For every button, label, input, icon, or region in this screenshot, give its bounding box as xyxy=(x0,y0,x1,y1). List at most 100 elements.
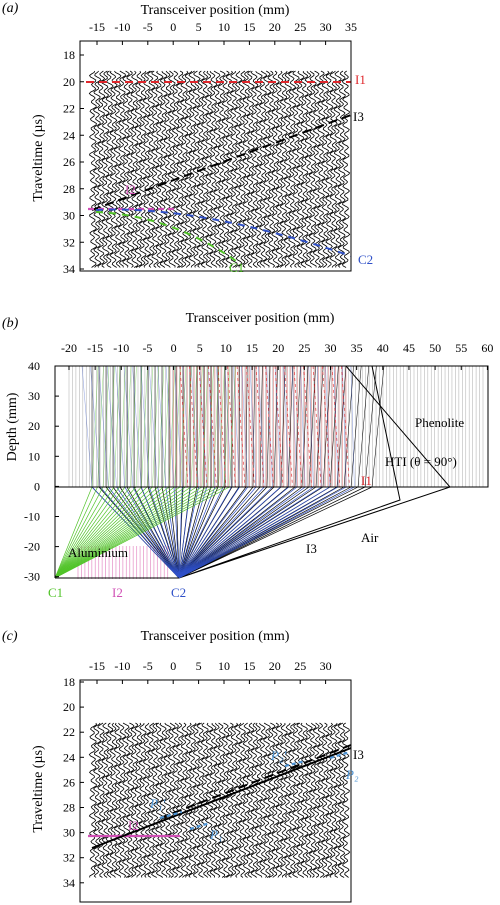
panel-b-C2-ray xyxy=(178,486,249,579)
panel-a-ytick-label: 24 xyxy=(63,128,75,142)
panel-a-trace xyxy=(283,70,293,268)
panel-c-trace xyxy=(333,722,342,878)
panel-a-trace xyxy=(321,70,330,268)
panel-b-I3-ray xyxy=(178,486,212,579)
panel-a-xtick-labels: -15 -10 -5 0 5 10 15 20 25 30 35 xyxy=(89,20,357,34)
panel-c-xtick-label: -10 xyxy=(114,659,130,673)
panel-a-trace xyxy=(204,70,214,268)
panel-b-I3-up-ray xyxy=(301,365,309,488)
panel-c-trace xyxy=(221,722,230,878)
panel-b-C1-up-ray xyxy=(212,365,220,488)
panel-b-I3-ray xyxy=(112,486,180,579)
panel-c-trace xyxy=(88,722,98,878)
panel-a-xtick-label: 20 xyxy=(269,20,281,34)
panel-a-trace xyxy=(296,70,305,268)
panel-a-trace xyxy=(192,70,201,268)
panel-b-C2-ray xyxy=(91,486,180,579)
panel-b-C1-ray xyxy=(54,486,225,579)
panel-c-trace xyxy=(225,722,235,878)
panel-b-C2-ray xyxy=(178,486,224,579)
panel-c-trace xyxy=(101,722,110,878)
panel-b-xtick-label: 40 xyxy=(377,341,389,355)
panel-b-xtick-label: -5 xyxy=(142,341,152,355)
panel-b-C2-up-ray xyxy=(241,365,249,488)
panel-c-trace xyxy=(217,722,226,878)
panel-b-C1-up-ray xyxy=(141,365,148,488)
panel-a-trace xyxy=(300,70,309,268)
panel-a-trace xyxy=(92,70,102,268)
panel-a-event-markers xyxy=(86,81,352,262)
panel-a-trace xyxy=(213,70,222,268)
panel-c-trace xyxy=(267,722,276,878)
panel-b-C2-ray xyxy=(178,486,330,579)
panel-b-C2-ray xyxy=(178,486,290,579)
panel-c-trace xyxy=(105,722,114,878)
panel-c-trace xyxy=(159,722,168,878)
panel-a-ytick-label: 30 xyxy=(63,209,75,223)
panel-b-C1-up-ray xyxy=(201,365,209,488)
panel-b-xlabel: Transceiver position (mm) xyxy=(186,311,335,326)
panel-a-trace xyxy=(121,70,131,268)
panel-c: (c) Transceiver position (mm) -15 -10 -5 0 5… xyxy=(2,629,364,903)
panel-b-hti-label: HTI (θ = 90°) xyxy=(385,454,457,469)
panel-c-seismic-traces xyxy=(88,722,351,878)
panel-a-C2-curve xyxy=(95,208,352,257)
panel-a-C2-label: C2 xyxy=(358,252,373,267)
panel-b-C2-up-ray xyxy=(98,365,109,488)
panel-c-trace xyxy=(304,722,313,878)
panel-b-C1-up-ray xyxy=(190,365,198,488)
panel-b-C2-ray xyxy=(178,486,339,579)
panel-b-xtick-label: -10 xyxy=(113,341,129,355)
panel-a-trace xyxy=(287,70,297,268)
panel-a-xlabel: Transceiver position (mm) xyxy=(141,3,290,18)
panel-a-trace xyxy=(159,70,168,268)
panel-b-I3-ray xyxy=(178,486,366,579)
panel-b-I1-ray xyxy=(341,365,350,488)
panel-c-trace xyxy=(262,722,272,878)
panel-b-C2-up-ray xyxy=(232,365,240,488)
panel-a-trace xyxy=(225,70,235,268)
panel-a-trace xyxy=(142,70,152,268)
panel-c-ytick-label: 20 xyxy=(63,700,75,714)
panel-b-xtick-label: 60 xyxy=(481,341,493,355)
panel-c-frame xyxy=(79,679,352,903)
panel-b-C1-ray xyxy=(54,486,126,579)
panel-b-ytick-label: 0 xyxy=(34,479,40,493)
panel-c-trace xyxy=(321,722,330,878)
panel-c-trace xyxy=(180,722,189,878)
panel-a-trace xyxy=(126,70,135,268)
panel-a-trace xyxy=(312,70,322,268)
panel-b-C1-up-ray xyxy=(102,365,110,488)
panel-b-xtick-label: 15 xyxy=(246,341,258,355)
panel-b-C2-ray xyxy=(178,486,314,579)
panel-c-ytick-label: 28 xyxy=(63,801,75,815)
panel-b-I1-ray xyxy=(189,365,198,488)
panel-b-C1-ray xyxy=(54,486,153,579)
panel-b-I3-ray xyxy=(178,486,310,579)
panel-a-xtick-label: -15 xyxy=(89,20,105,34)
panel-b-xtick-label: 55 xyxy=(455,341,467,355)
panel-b-I3-ray xyxy=(168,486,180,579)
panel-a-xtick-label: 0 xyxy=(170,20,176,34)
panel-b-I3-label: I3 xyxy=(306,541,317,556)
panel-b-C2-ray xyxy=(157,486,180,579)
panel-b-C1-up-ray xyxy=(179,365,187,488)
panel-a-trace xyxy=(221,70,230,268)
panel-a-C1-label: C1 xyxy=(229,260,244,275)
panel-a-trace xyxy=(113,70,123,268)
panel-b-C1-ray xyxy=(54,486,104,579)
panel-b-I3-up-ray xyxy=(252,365,256,488)
panel-c-trace xyxy=(254,722,264,878)
panel-b-C2-up-ray xyxy=(325,365,331,488)
panel-b-C1-up-ray xyxy=(174,365,181,488)
panel-b-C2-up-ray xyxy=(216,365,224,488)
panel-b-C1-ray xyxy=(54,486,109,579)
panel-b-C1-ray xyxy=(54,486,159,579)
panel-a-trace xyxy=(267,70,276,268)
panel-b-C2-up-ray xyxy=(258,365,265,488)
panel-a-ytick-label: 34 xyxy=(63,262,75,276)
panel-b-ytick-label: 40 xyxy=(28,359,40,373)
panel-b-xtick-label: 20 xyxy=(272,341,284,355)
panel-b-I2-label: I2 xyxy=(112,585,123,600)
